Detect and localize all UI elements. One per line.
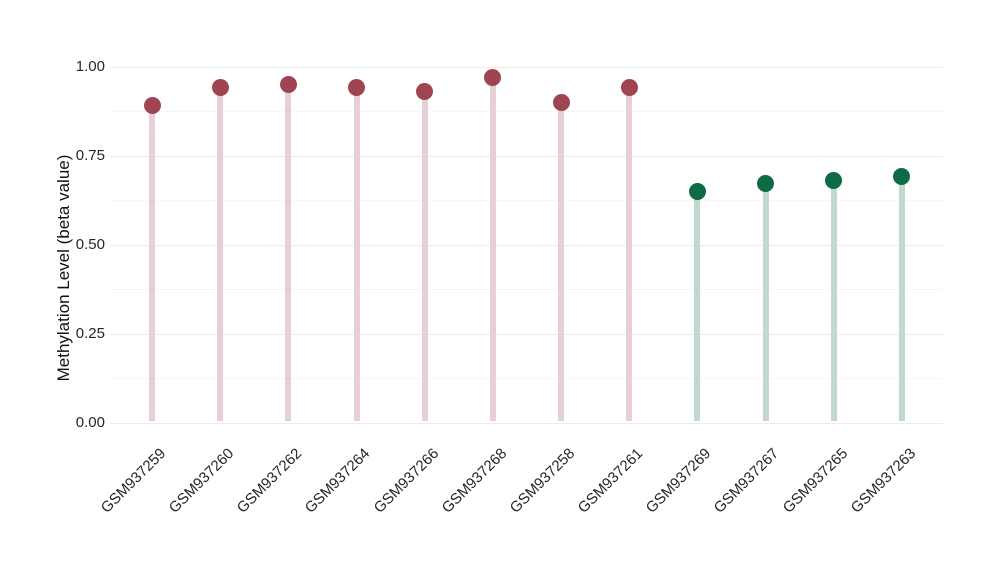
lollipop-dot: [552, 93, 570, 111]
y-tick-label: 0.00: [75, 414, 105, 431]
major-gridline: [110, 66, 943, 68]
lollipop-dot: [484, 68, 502, 86]
y-tick-label: 1.00: [75, 58, 105, 75]
lollipop-stem: [285, 84, 292, 422]
lollipop-dot: [211, 79, 229, 97]
lollipop-stem: [830, 180, 837, 422]
major-gridline: [110, 422, 943, 424]
lollipop-stem: [489, 77, 496, 422]
lollipop-dot: [757, 175, 775, 193]
lollipop-stem: [898, 176, 905, 422]
lollipop-stem: [694, 191, 701, 422]
x-tick-label: GSM937261: [574, 444, 647, 517]
lollipop-dot: [893, 168, 911, 186]
major-gridline: [110, 244, 943, 246]
y-tick-label: 0.50: [75, 236, 105, 253]
minor-gridline: [110, 200, 943, 201]
y-tick-label: 0.75: [75, 147, 105, 164]
lollipop-stem: [217, 87, 224, 422]
lollipop-stem: [762, 183, 769, 422]
x-tick-label: GSM937267: [711, 444, 783, 517]
lollipop-dot: [416, 82, 434, 100]
minor-gridline: [110, 378, 943, 379]
major-gridline: [110, 155, 943, 157]
x-tick-label: GSM937269: [642, 444, 715, 517]
x-tick-label: GSM937266: [370, 444, 442, 517]
y-axis-title: Methylation Level (beta value): [54, 154, 73, 382]
lollipop-stem: [558, 102, 565, 422]
x-tick-label: GSM937259: [97, 444, 170, 517]
x-tick-label: GSM937262: [233, 444, 306, 517]
lollipop-dot: [620, 79, 638, 97]
x-tick-label: GSM937258: [506, 444, 579, 517]
lollipop-stem: [421, 91, 428, 422]
x-tick-label: GSM937268: [438, 444, 510, 517]
lollipop-dot: [348, 79, 366, 97]
lollipop-stem: [149, 105, 155, 422]
x-tick-label: GSM937263: [847, 444, 920, 517]
lollipop-stem: [626, 87, 633, 422]
lollipop-dot: [825, 171, 843, 189]
x-tick-label: GSM937264: [301, 444, 374, 517]
minor-gridline: [110, 289, 943, 290]
y-tick-label: 0.25: [75, 325, 105, 342]
lollipop-stem: [353, 87, 360, 422]
lollipop-dot: [688, 182, 706, 200]
minor-gridline: [110, 111, 943, 112]
x-tick-label: GSM937265: [779, 444, 851, 517]
lollipop-dot: [279, 75, 297, 93]
x-tick-label: GSM937260: [165, 444, 238, 517]
lollipop-dot: [143, 97, 161, 115]
major-gridline: [110, 333, 943, 335]
